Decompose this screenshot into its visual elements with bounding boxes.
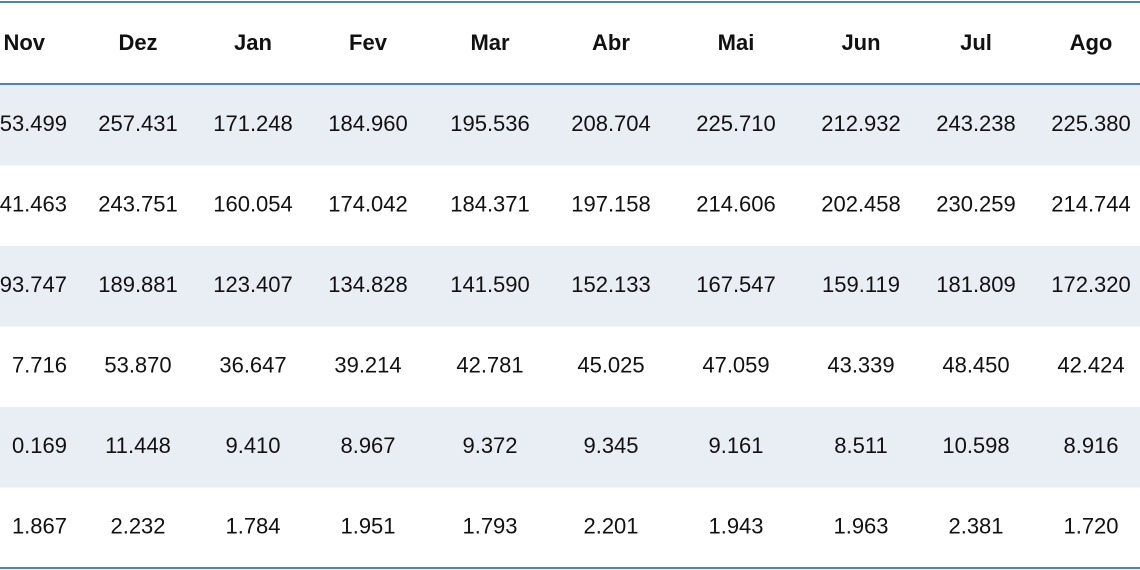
cell: 42.781	[456, 353, 523, 378]
cell: 160.054	[213, 192, 293, 217]
cell: 152.133	[571, 272, 651, 297]
cell: 53.499	[0, 111, 67, 136]
cell: 189.881	[98, 272, 178, 297]
column-header: Jul	[960, 30, 992, 55]
cell: 2.201	[583, 514, 638, 539]
cell: 8.916	[1063, 433, 1118, 458]
cells: Nov Dez Jan Fev Mar Abr Mai Jun Jul Ago 53.499 257.…	[0, 30, 1131, 539]
cell: 184.371	[450, 192, 530, 217]
cell: 93.747	[0, 272, 67, 297]
cell: 39.214	[334, 353, 401, 378]
cell: 9.410	[225, 433, 280, 458]
cell: 134.828	[328, 272, 408, 297]
column-header: Fev	[349, 30, 388, 55]
cell: 10.598	[942, 433, 1009, 458]
cell: 197.158	[571, 192, 651, 217]
cell: 1.951	[340, 514, 395, 539]
cell: 181.809	[936, 272, 1016, 297]
cell: 167.547	[696, 272, 776, 297]
cell: 1.867	[12, 514, 67, 539]
cell: 0.169	[12, 433, 67, 458]
column-header: Nov	[3, 30, 45, 55]
cell: 159.119	[822, 272, 900, 297]
cell: 9.161	[708, 433, 763, 458]
cell: 1.720	[1063, 514, 1118, 539]
column-header: Abr	[592, 30, 630, 55]
cell: 225.710	[696, 111, 776, 136]
column-header: Mai	[718, 30, 755, 55]
cell: 45.025	[577, 353, 644, 378]
cell: 123.407	[213, 272, 293, 297]
cell: 43.339	[827, 353, 894, 378]
cell: 230.259	[936, 192, 1016, 217]
cell: 9.345	[583, 433, 638, 458]
cell: 1.793	[462, 514, 517, 539]
cell: 212.932	[821, 111, 901, 136]
cell: 48.450	[942, 353, 1009, 378]
column-header: Mar	[470, 30, 510, 55]
row-band	[0, 407, 1140, 488]
cell: 8.967	[340, 433, 395, 458]
cell: 2.381	[948, 514, 1003, 539]
cell: 202.458	[821, 192, 901, 217]
cell: 42.424	[1057, 353, 1124, 378]
cell: 1.943	[708, 514, 763, 539]
row-bands	[0, 85, 1140, 488]
cell: 243.751	[98, 192, 178, 217]
cell: 41.463	[0, 192, 67, 217]
cell: 9.372	[462, 433, 517, 458]
column-header: Ago	[1070, 30, 1113, 55]
cell: 141.590	[450, 272, 530, 297]
cell: 225.380	[1051, 111, 1131, 136]
cell: 2.232	[110, 514, 165, 539]
cell: 208.704	[571, 111, 651, 136]
cell: 172.320	[1051, 272, 1131, 297]
cell: 195.536	[450, 111, 530, 136]
row-band	[0, 246, 1140, 327]
cell: 214.744	[1051, 192, 1131, 217]
cell: 53.870	[104, 353, 171, 378]
cell: 11.448	[105, 433, 171, 458]
column-header: Jun	[841, 30, 880, 55]
cell: 8.511	[834, 433, 887, 458]
column-header: Jan	[234, 30, 272, 55]
cell: 257.431	[98, 111, 178, 136]
column-header: Dez	[118, 30, 157, 55]
cell: 184.960	[328, 111, 408, 136]
cell: 36.647	[219, 353, 286, 378]
cell: 1.784	[225, 514, 280, 539]
cell: 1.963	[833, 514, 888, 539]
cell: 174.042	[328, 192, 408, 217]
cell: 47.059	[702, 353, 769, 378]
row-band	[0, 85, 1140, 166]
cell: 7.716	[12, 353, 67, 378]
cell: 171.248	[213, 111, 293, 136]
cell: 243.238	[936, 111, 1016, 136]
cell: 214.606	[696, 192, 776, 217]
